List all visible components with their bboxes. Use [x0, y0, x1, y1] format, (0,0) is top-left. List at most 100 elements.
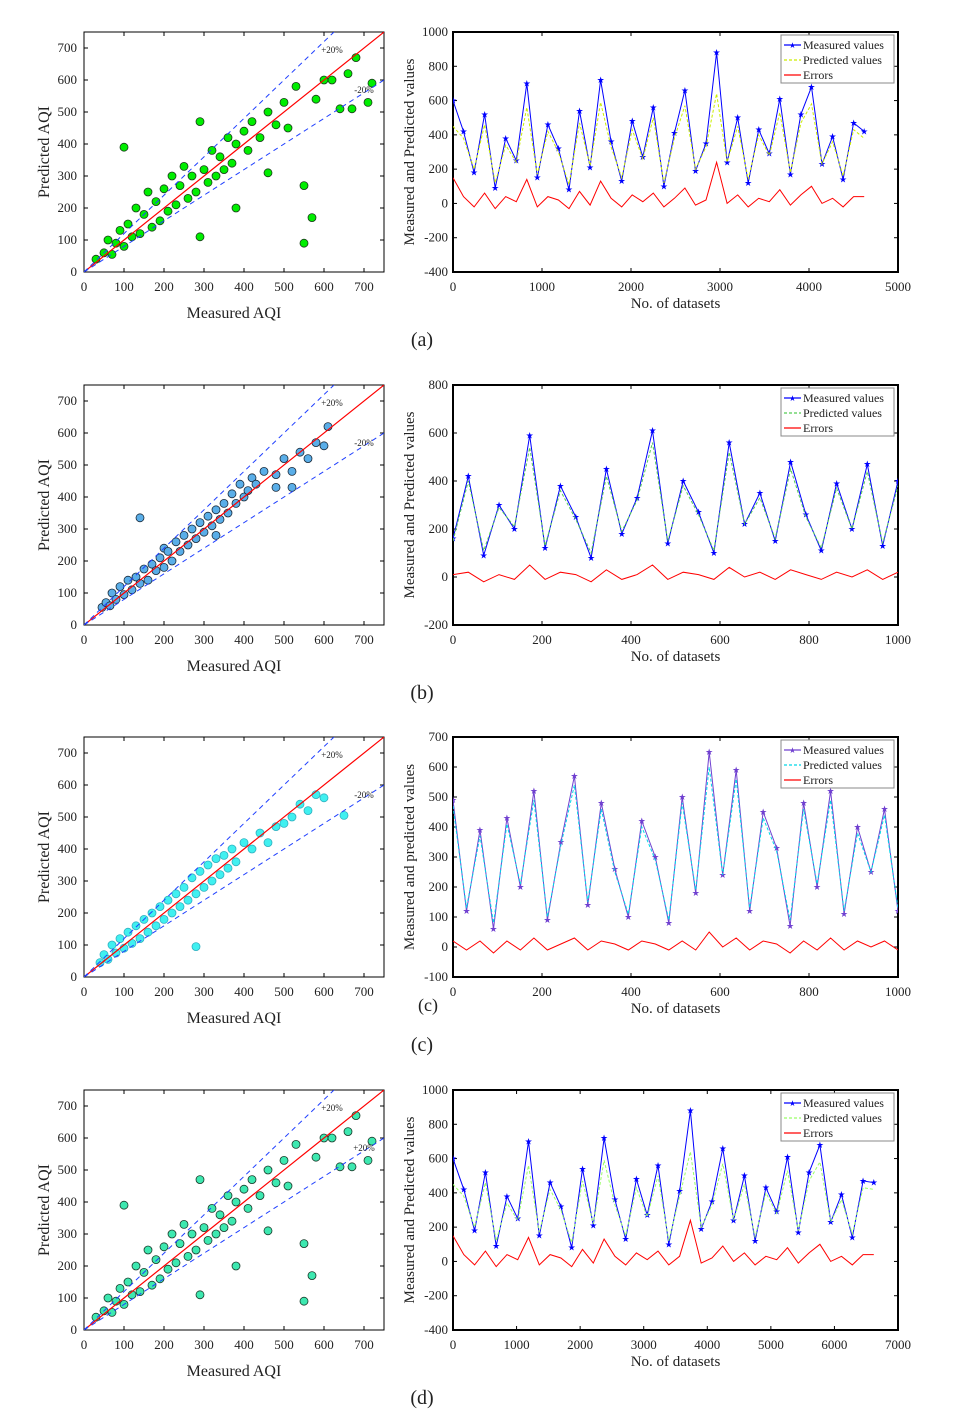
y-tick-label: -200: [424, 617, 448, 632]
lower-band-label: -20%: [354, 85, 374, 95]
x-tick-label: 2000: [567, 1337, 593, 1352]
x-tick-label: 400: [234, 984, 254, 999]
y-tick-label: 600: [429, 759, 449, 774]
upper-band-label: +20%: [321, 398, 343, 408]
measured-point: ★: [839, 174, 847, 184]
star-marker-icon: ★: [789, 1099, 796, 1108]
measured-point: ★: [633, 493, 641, 503]
y-tick-label: 400: [58, 841, 78, 856]
y-tick-label: 200: [429, 161, 449, 176]
data-point: [231, 1197, 241, 1207]
measured-point: ★: [464, 471, 472, 481]
data-point: [211, 171, 221, 181]
data-point: [203, 177, 213, 187]
data-point: [175, 902, 185, 911]
x-tick-label: 700: [354, 1337, 374, 1352]
data-point: [227, 844, 237, 854]
y-tick-label: 0: [442, 939, 449, 954]
data-point: [123, 1277, 133, 1287]
line-plot: 0 200 400 600 800 1000-1000100200300400500600…: [402, 729, 911, 1017]
data-point: [123, 219, 133, 229]
data-point: [307, 213, 317, 223]
y-tick-label: 500: [58, 457, 78, 472]
data-point: [187, 171, 197, 181]
measured-point: ★: [863, 459, 871, 469]
measured-point: ★: [870, 1178, 878, 1188]
data-point: [191, 1245, 201, 1255]
measured-point: ★: [516, 882, 524, 892]
measured-point: ★: [541, 543, 549, 553]
data-point: [159, 563, 169, 572]
measured-point: ★: [600, 1133, 608, 1143]
measured-point: ★: [783, 1152, 791, 1162]
measured-point: ★: [691, 166, 699, 176]
data-point: [215, 152, 225, 162]
scatter-plot: 00 100 100 200 200 300 300 400 400 500 500 600 600 70…: [36, 736, 385, 1027]
y-tick-label: 100: [58, 937, 78, 952]
data-point: [159, 184, 169, 194]
measured-point: ★: [632, 1174, 640, 1184]
y-tick-label: 800: [429, 1116, 449, 1131]
x-tick-label: 600: [314, 632, 334, 647]
measured-point: ★: [713, 48, 721, 58]
y-tick-label: 200: [58, 905, 78, 920]
x-axis-label: No. of datasets: [631, 1001, 721, 1017]
measured-point: ★: [512, 156, 520, 166]
data-point: [363, 98, 373, 107]
measured-point: ★: [476, 825, 484, 835]
measured-point: ★: [771, 536, 779, 546]
scatter-plot: 00 100 100 200 200 300 300 400 400 500 500 600 600 70…: [36, 384, 385, 675]
x-tick-label: 6000: [821, 1337, 847, 1352]
measured-point: ★: [526, 430, 534, 440]
data-point: [191, 889, 201, 899]
data-point: [179, 883, 189, 892]
measured-point: ★: [578, 1164, 586, 1174]
data-point: [103, 235, 113, 245]
y-axis-label: Measured and Predicted values: [402, 411, 418, 598]
data-point: [311, 1152, 321, 1162]
measured-point: ★: [746, 906, 754, 916]
measured-point: ★: [557, 837, 565, 847]
data-point: [131, 921, 141, 931]
data-point: [123, 575, 133, 585]
y-tick-label: 500: [58, 1162, 78, 1177]
data-point: [107, 249, 117, 259]
x-tick-label: 200: [154, 984, 174, 999]
data-point: [123, 927, 133, 937]
lower-band-label: -20%: [354, 790, 374, 800]
legend-box: [780, 1092, 895, 1142]
data-point: [147, 1280, 157, 1290]
x-tick-label: 100: [114, 984, 134, 999]
legend-label-predicted: Predicted values: [803, 406, 882, 420]
data-point: [103, 1293, 113, 1303]
x-tick-label: 100: [114, 1337, 134, 1352]
data-point: [135, 1287, 145, 1296]
x-axis-label: Measured AQI: [187, 1010, 282, 1027]
measured-series: [453, 52, 865, 190]
measured-point: ★: [568, 1243, 576, 1253]
legend-label-errors: Errors: [803, 68, 833, 82]
measured-point: ★: [533, 173, 541, 183]
data-point: [219, 165, 229, 175]
measured-point: ★: [654, 1160, 662, 1170]
measured-point: ★: [802, 510, 810, 520]
measured-point: ★: [586, 162, 594, 172]
measured-point: ★: [572, 512, 580, 522]
measured-point: ★: [705, 747, 713, 757]
y-tick-label: -400: [424, 264, 448, 279]
measured-point: ★: [665, 918, 673, 928]
y-tick-label: 600: [58, 777, 78, 792]
data-point: [243, 1204, 253, 1213]
data-point: [299, 181, 309, 191]
data-point: [119, 142, 129, 152]
y-tick-label: 400: [429, 819, 449, 834]
data-point: [195, 117, 205, 126]
measured-point: ★: [848, 1232, 856, 1242]
line-plot: 0 1000 2000 3000 4000 5000 -400 -200 0 200 400 600 8…: [402, 24, 911, 312]
measured-point: ★: [894, 476, 902, 486]
measured-point: ★: [535, 1231, 543, 1241]
measured-point: ★: [480, 550, 488, 560]
